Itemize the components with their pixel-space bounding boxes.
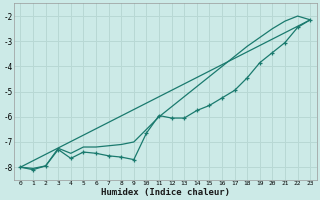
X-axis label: Humidex (Indice chaleur): Humidex (Indice chaleur): [101, 188, 230, 197]
